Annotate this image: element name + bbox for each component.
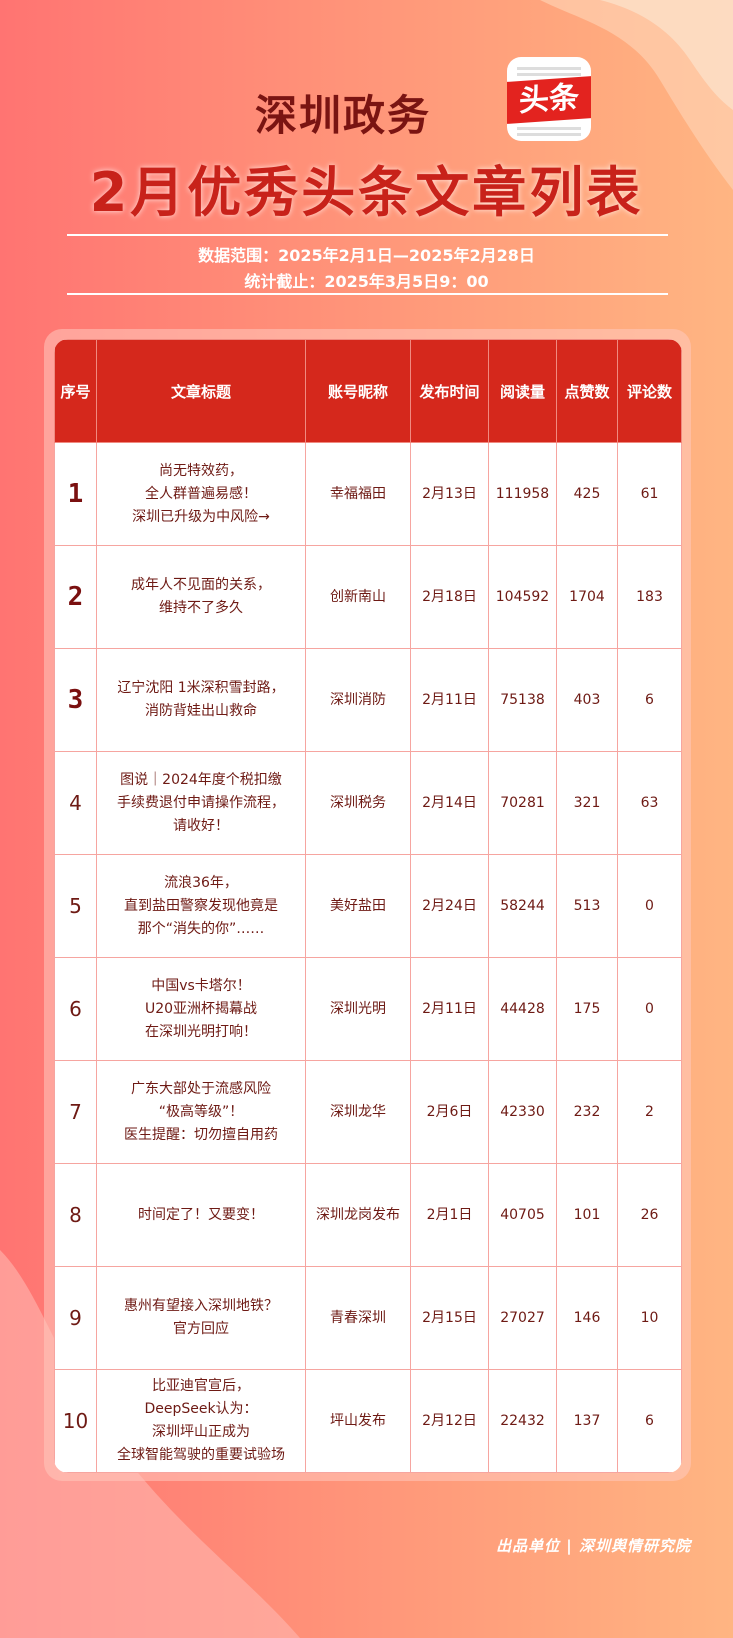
cell-account: 深圳龙华 — [305, 1060, 411, 1164]
cell-reads: 104592 — [488, 545, 557, 649]
cell-date: 2月12日 — [410, 1369, 489, 1473]
cell-reads: 44428 — [488, 957, 557, 1061]
cell-comments: 10 — [617, 1266, 682, 1370]
cell-reads: 40705 — [488, 1163, 557, 1267]
cell-rank: 8 — [54, 1163, 97, 1267]
cell-title: 辽宁沈阳 1米深积雪封路， 消防背娃出山救命 — [96, 648, 306, 752]
cell-likes: 1704 — [556, 545, 618, 649]
cell-date: 2月1日 — [410, 1163, 489, 1267]
column-header-reads: 阅读量 — [488, 339, 557, 443]
table-row: 6 中国vs卡塔尔！ U20亚洲杯揭幕战 在深圳光明打响！ 深圳光明 2月11日 44428… — [54, 957, 682, 1061]
table-row: 7 广东大部处于流感风险 “极高等级”！ 医生提醒：切勿擅自用药 深圳龙华 2月6日 423… — [54, 1060, 682, 1164]
cell-date: 2月11日 — [410, 957, 489, 1061]
divider — [67, 234, 668, 236]
wave-decoration-top-right — [540, 0, 733, 190]
table-row: 1 尚无特效药， 全人群普遍易感！ 深圳已升级为中风险→ 幸福福田 2月13日 111958… — [54, 442, 682, 546]
cell-date: 2月24日 — [410, 854, 489, 958]
cell-likes: 513 — [556, 854, 618, 958]
cell-title: 尚无特效药， 全人群普遍易感！ 深圳已升级为中风险→ — [96, 442, 306, 546]
cell-reads: 111958 — [488, 442, 557, 546]
cell-comments: 183 — [617, 545, 682, 649]
cell-account: 深圳税务 — [305, 751, 411, 855]
cell-likes: 175 — [556, 957, 618, 1061]
cell-comments: 61 — [617, 442, 682, 546]
cell-title: 时间定了！又要变！ — [96, 1163, 306, 1267]
cell-rank: 1 — [54, 442, 97, 546]
cutoff-time: 统计截止：2025年3月5日9：00 — [244, 272, 489, 291]
cell-reads: 42330 — [488, 1060, 557, 1164]
table-row: 5 流浪36年， 直到盐田警察发现他竟是 那个“消失的你”…… 美好盐田 2月24日 582… — [54, 854, 682, 958]
wave-decoration-bottom-left — [0, 1250, 300, 1638]
table-row: 10 比亚迪官宣后， DeepSeek认为： 深圳坪山正成为 全球智能驾驶的重要试验场坪… — [54, 1369, 682, 1473]
column-header-comments: 评论数 — [617, 339, 682, 443]
cell-likes: 232 — [556, 1060, 618, 1164]
cell-title: 图说｜2024年度个税扣缴 手续费退付申请操作流程， 请收好！ — [96, 751, 306, 855]
data-range: 数据范围：2025年2月1日—2025年2月28日 — [198, 246, 535, 265]
brand-title: 深圳政务 — [255, 91, 432, 140]
cell-title: 惠州有望接入深圳地铁？ 官方回应 — [96, 1266, 306, 1370]
cell-title: 流浪36年， 直到盐田警察发现他竟是 那个“消失的你”…… — [96, 854, 306, 958]
cell-date: 2月14日 — [410, 751, 489, 855]
column-header-rank: 序号 — [54, 339, 97, 443]
cell-account: 幸福福田 — [305, 442, 411, 546]
toutiao-logo: 头条 — [507, 57, 591, 141]
divider — [67, 293, 668, 295]
cell-likes: 146 — [556, 1266, 618, 1370]
cell-title: 中国vs卡塔尔！ U20亚洲杯揭幕战 在深圳光明打响！ — [96, 957, 306, 1061]
cell-title: 成年人不见面的关系， 维持不了多久 — [96, 545, 306, 649]
column-header-date: 发布时间 — [410, 339, 489, 443]
cell-account: 坪山发布 — [305, 1369, 411, 1473]
cell-reads: 22432 — [488, 1369, 557, 1473]
cell-comments: 26 — [617, 1163, 682, 1267]
cell-account: 深圳消防 — [305, 648, 411, 752]
cell-rank: 5 — [54, 854, 97, 958]
cell-title: 广东大部处于流感风险 “极高等级”！ 医生提醒：切勿擅自用药 — [96, 1060, 306, 1164]
cell-likes: 137 — [556, 1369, 618, 1473]
cell-likes: 101 — [556, 1163, 618, 1267]
cell-likes: 321 — [556, 751, 618, 855]
cell-rank: 3 — [54, 648, 97, 752]
cell-likes: 403 — [556, 648, 618, 752]
cell-reads: 58244 — [488, 854, 557, 958]
cell-date: 2月18日 — [410, 545, 489, 649]
column-header-likes: 点赞数 — [556, 339, 618, 443]
column-header-title: 文章标题 — [96, 339, 306, 443]
cell-comments: 2 — [617, 1060, 682, 1164]
table-row: 2 成年人不见面的关系， 维持不了多久 创新南山 2月18日 104592 1704 183 — [54, 545, 682, 649]
articles-table: 序号 文章标题 账号昵称 发布时间 阅读量 点赞数 评论数 1 尚无特效药， 全人群普遍易感！深… — [54, 339, 682, 1473]
cell-date: 2月11日 — [410, 648, 489, 752]
cell-likes: 425 — [556, 442, 618, 546]
cell-rank: 6 — [54, 957, 97, 1061]
cell-comments: 6 — [617, 648, 682, 752]
cell-reads: 75138 — [488, 648, 557, 752]
cell-comments: 0 — [617, 854, 682, 958]
footer-credit: 出品单位 | 深圳舆情研究院 — [496, 1537, 691, 1555]
cell-title: 比亚迪官宣后， DeepSeek认为： 深圳坪山正成为 全球智能驾驶的重要试验场 — [96, 1369, 306, 1473]
table-row: 4 图说｜2024年度个税扣缴 手续费退付申请操作流程， 请收好！ 深圳税务 2月14日 7… — [54, 751, 682, 855]
column-header-account: 账号昵称 — [305, 339, 411, 443]
page-title: 2月优秀头条文章列表 — [89, 161, 644, 224]
cell-account: 青春深圳 — [305, 1266, 411, 1370]
table-row: 3 辽宁沈阳 1米深积雪封路， 消防背娃出山救命 深圳消防 2月11日 75138 403 6 — [54, 648, 682, 752]
cell-rank: 4 — [54, 751, 97, 855]
cell-date: 2月6日 — [410, 1060, 489, 1164]
cell-rank: 9 — [54, 1266, 97, 1370]
cell-rank: 2 — [54, 545, 97, 649]
cell-comments: 0 — [617, 957, 682, 1061]
cell-account: 创新南山 — [305, 545, 411, 649]
table-row: 9 惠州有望接入深圳地铁？ 官方回应 青春深圳 2月15日 27027 146 10 — [54, 1266, 682, 1370]
cell-rank: 7 — [54, 1060, 97, 1164]
cell-account: 美好盐田 — [305, 854, 411, 958]
cell-reads: 27027 — [488, 1266, 557, 1370]
cell-comments: 6 — [617, 1369, 682, 1473]
cell-date: 2月13日 — [410, 442, 489, 546]
cell-reads: 70281 — [488, 751, 557, 855]
cell-date: 2月15日 — [410, 1266, 489, 1370]
table-row: 8 时间定了！又要变！ 深圳龙岗发布 2月1日 40705 101 26 — [54, 1163, 682, 1267]
cell-account: 深圳光明 — [305, 957, 411, 1061]
cell-rank: 10 — [54, 1369, 97, 1473]
cell-account: 深圳龙岗发布 — [305, 1163, 411, 1267]
cell-comments: 63 — [617, 751, 682, 855]
